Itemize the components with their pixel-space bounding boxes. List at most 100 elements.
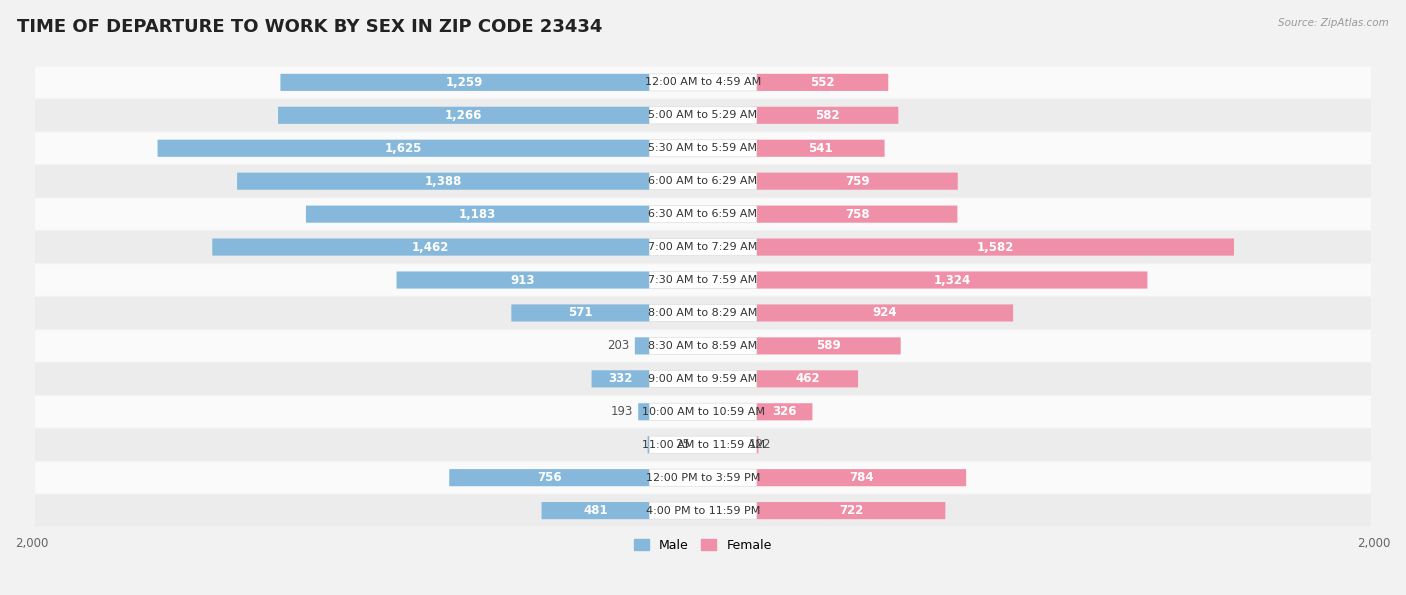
FancyBboxPatch shape	[756, 271, 1147, 289]
Text: 759: 759	[845, 175, 869, 187]
FancyBboxPatch shape	[650, 337, 756, 355]
Text: 7:00 AM to 7:29 AM: 7:00 AM to 7:29 AM	[648, 242, 758, 252]
FancyBboxPatch shape	[35, 231, 1371, 263]
Legend: Male, Female: Male, Female	[630, 534, 776, 557]
FancyBboxPatch shape	[756, 337, 901, 355]
Text: 481: 481	[583, 504, 607, 517]
Text: 756: 756	[537, 471, 561, 484]
FancyBboxPatch shape	[650, 239, 756, 256]
FancyBboxPatch shape	[648, 436, 650, 453]
Text: 7:30 AM to 7:59 AM: 7:30 AM to 7:59 AM	[648, 275, 758, 285]
FancyBboxPatch shape	[512, 305, 650, 321]
FancyBboxPatch shape	[756, 239, 1234, 256]
Text: 6:00 AM to 6:29 AM: 6:00 AM to 6:29 AM	[648, 176, 758, 186]
FancyBboxPatch shape	[592, 370, 650, 387]
FancyBboxPatch shape	[157, 140, 650, 157]
FancyBboxPatch shape	[35, 133, 1371, 164]
Text: Source: ZipAtlas.com: Source: ZipAtlas.com	[1278, 18, 1389, 28]
FancyBboxPatch shape	[756, 74, 889, 91]
FancyBboxPatch shape	[650, 403, 756, 420]
Text: 1,625: 1,625	[385, 142, 422, 155]
Text: 571: 571	[568, 306, 592, 320]
Text: 1,266: 1,266	[444, 109, 482, 122]
FancyBboxPatch shape	[638, 403, 650, 420]
FancyBboxPatch shape	[307, 205, 650, 223]
Text: 1,324: 1,324	[934, 274, 970, 287]
FancyBboxPatch shape	[756, 502, 945, 519]
FancyBboxPatch shape	[650, 370, 756, 387]
Text: 5:00 AM to 5:29 AM: 5:00 AM to 5:29 AM	[648, 110, 758, 120]
Text: 11:00 AM to 11:59 AM: 11:00 AM to 11:59 AM	[641, 440, 765, 450]
FancyBboxPatch shape	[650, 107, 756, 124]
Text: 193: 193	[610, 405, 633, 418]
FancyBboxPatch shape	[35, 495, 1371, 527]
FancyBboxPatch shape	[35, 396, 1371, 428]
Text: 332: 332	[609, 372, 633, 386]
FancyBboxPatch shape	[756, 469, 966, 486]
FancyBboxPatch shape	[756, 305, 1014, 321]
Text: 913: 913	[510, 274, 536, 287]
FancyBboxPatch shape	[238, 173, 650, 190]
Text: 589: 589	[817, 339, 841, 352]
Text: 6:30 AM to 6:59 AM: 6:30 AM to 6:59 AM	[648, 209, 758, 219]
Text: 4:00 PM to 11:59 PM: 4:00 PM to 11:59 PM	[645, 506, 761, 516]
FancyBboxPatch shape	[280, 74, 650, 91]
FancyBboxPatch shape	[278, 107, 650, 124]
FancyBboxPatch shape	[756, 370, 858, 387]
FancyBboxPatch shape	[756, 436, 758, 453]
FancyBboxPatch shape	[212, 239, 650, 256]
Text: 758: 758	[845, 208, 869, 221]
Text: 1,183: 1,183	[458, 208, 496, 221]
Text: 10:00 AM to 10:59 AM: 10:00 AM to 10:59 AM	[641, 407, 765, 416]
Text: 12:00 AM to 4:59 AM: 12:00 AM to 4:59 AM	[645, 77, 761, 87]
FancyBboxPatch shape	[35, 330, 1371, 362]
FancyBboxPatch shape	[756, 173, 957, 190]
FancyBboxPatch shape	[35, 165, 1371, 197]
Text: 784: 784	[849, 471, 873, 484]
FancyBboxPatch shape	[650, 502, 756, 519]
FancyBboxPatch shape	[756, 140, 884, 157]
FancyBboxPatch shape	[650, 173, 756, 190]
FancyBboxPatch shape	[35, 363, 1371, 394]
FancyBboxPatch shape	[35, 429, 1371, 461]
Text: 203: 203	[607, 339, 630, 352]
FancyBboxPatch shape	[35, 67, 1371, 98]
FancyBboxPatch shape	[35, 198, 1371, 230]
FancyBboxPatch shape	[450, 469, 650, 486]
Text: 326: 326	[772, 405, 797, 418]
Text: 8:30 AM to 8:59 AM: 8:30 AM to 8:59 AM	[648, 341, 758, 351]
FancyBboxPatch shape	[650, 140, 756, 157]
FancyBboxPatch shape	[35, 99, 1371, 131]
Text: 5:30 AM to 5:59 AM: 5:30 AM to 5:59 AM	[648, 143, 758, 154]
Text: 25: 25	[675, 439, 689, 451]
FancyBboxPatch shape	[636, 337, 650, 355]
FancyBboxPatch shape	[756, 107, 898, 124]
FancyBboxPatch shape	[650, 271, 756, 289]
Text: 1,462: 1,462	[412, 240, 450, 253]
Text: TIME OF DEPARTURE TO WORK BY SEX IN ZIP CODE 23434: TIME OF DEPARTURE TO WORK BY SEX IN ZIP …	[17, 18, 602, 36]
FancyBboxPatch shape	[35, 297, 1371, 329]
FancyBboxPatch shape	[650, 305, 756, 321]
FancyBboxPatch shape	[650, 436, 756, 453]
Text: 552: 552	[810, 76, 835, 89]
Text: 8:00 AM to 8:29 AM: 8:00 AM to 8:29 AM	[648, 308, 758, 318]
Text: 924: 924	[873, 306, 897, 320]
Text: 122: 122	[749, 439, 772, 451]
FancyBboxPatch shape	[541, 502, 650, 519]
FancyBboxPatch shape	[650, 205, 756, 223]
FancyBboxPatch shape	[756, 205, 957, 223]
Text: 541: 541	[808, 142, 832, 155]
FancyBboxPatch shape	[35, 264, 1371, 296]
Text: 462: 462	[794, 372, 820, 386]
Text: 582: 582	[815, 109, 839, 122]
FancyBboxPatch shape	[35, 462, 1371, 493]
Text: 12:00 PM to 3:59 PM: 12:00 PM to 3:59 PM	[645, 472, 761, 483]
Text: 1,259: 1,259	[446, 76, 484, 89]
FancyBboxPatch shape	[396, 271, 650, 289]
FancyBboxPatch shape	[650, 74, 756, 91]
Text: 1,388: 1,388	[425, 175, 463, 187]
FancyBboxPatch shape	[756, 403, 813, 420]
Text: 722: 722	[839, 504, 863, 517]
Text: 9:00 AM to 9:59 AM: 9:00 AM to 9:59 AM	[648, 374, 758, 384]
Text: 1,582: 1,582	[977, 240, 1014, 253]
